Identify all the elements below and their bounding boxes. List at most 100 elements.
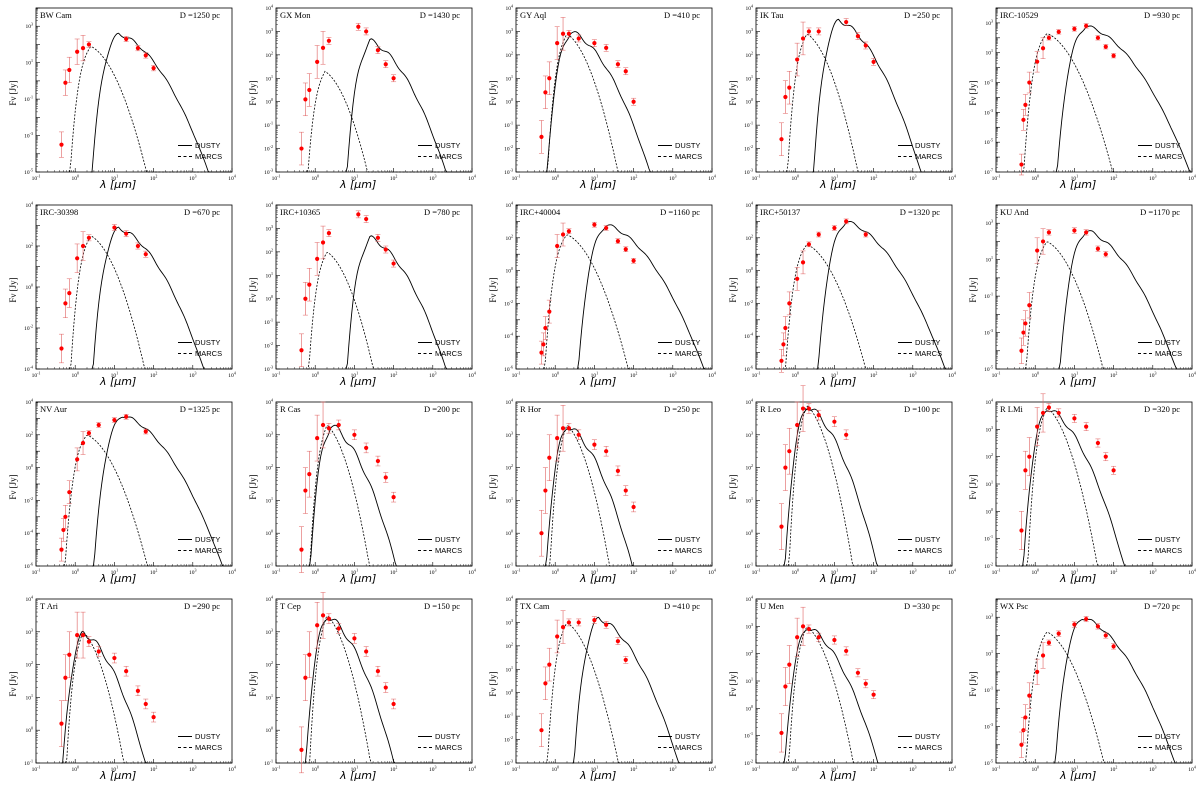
sed-plot: 10-1 100 101 102 103 104 10-5 10-3 10-1 101 103 — [984, 598, 1196, 773]
panel-star-name: IRC-10529 — [1000, 10, 1039, 20]
legend-entry: DUSTY — [178, 731, 222, 742]
legend-label: DUSTY — [435, 141, 461, 150]
legend-entry: DUSTY — [898, 731, 942, 742]
legend-dashed-swatch — [418, 550, 432, 551]
legend: DUSTY MARCS — [1138, 731, 1182, 753]
x-axis-label: λ [μm] — [100, 375, 137, 388]
data-point — [1084, 424, 1089, 429]
legend: DUSTY MARCS — [898, 140, 942, 162]
y-tick-label: 100 — [26, 463, 34, 472]
plot-frame — [275, 598, 473, 764]
data-point — [67, 291, 72, 296]
y-tick-label: 102 — [266, 463, 274, 472]
legend-entry: MARCS — [178, 151, 222, 162]
data-point — [135, 688, 141, 693]
legend-entry: MARCS — [658, 348, 702, 359]
plot-frame — [515, 7, 713, 173]
panel-distance: D =250 pc — [664, 404, 700, 414]
y-tick-label: 102 — [26, 430, 34, 439]
x-tick-label: 10-1 — [752, 568, 761, 577]
data-point — [375, 235, 381, 240]
panel-distance: D =290 pc — [184, 601, 220, 611]
data-point — [615, 468, 621, 473]
sed-plot: 10-1 100 101 102 103 104 10-1 100 101 102 103 104 — [744, 385, 956, 577]
y-tick-label: 10-1 — [744, 121, 753, 129]
legend-label: MARCS — [195, 349, 223, 358]
sed-panel: 10-1 100 101 102 103 104 10-1 100 101 102 103 104 T … — [240, 591, 480, 788]
y-tick-label: 10-7 — [984, 168, 993, 177]
data-point — [787, 662, 792, 667]
data-point — [135, 45, 141, 51]
data-point — [592, 222, 597, 227]
data-point — [543, 90, 548, 95]
x-tick-label: 101 — [831, 174, 839, 183]
x-tick-label: 101 — [831, 765, 839, 774]
data-point — [1056, 410, 1061, 416]
y-tick-label: 101 — [506, 665, 514, 674]
legend-dashed-swatch — [898, 353, 912, 354]
x-tick-label: 104 — [468, 371, 476, 380]
x-tick-label: 10-1 — [512, 765, 521, 774]
legend-solid-swatch — [178, 539, 192, 540]
x-axis-label: λ [μm] — [580, 375, 617, 388]
y-tick-label: 101 — [26, 693, 34, 702]
y-tick-label: 100 — [506, 266, 514, 275]
y-tick-label: 102 — [746, 233, 754, 242]
panel-star-name: R Hor — [520, 404, 542, 414]
x-tick-label: 104 — [468, 568, 476, 577]
y-tick-label: 104 — [26, 595, 34, 604]
legend-solid-swatch — [898, 736, 912, 737]
data-point — [124, 669, 129, 674]
sed-plot: 10-1 100 101 102 103 104 10-6 10-4 10-2 100 102 104 — [504, 201, 716, 380]
legend-solid-swatch — [1138, 342, 1152, 343]
data-point — [67, 490, 72, 495]
y-tick-label: 10-3 — [24, 131, 33, 140]
x-tick-label: 100 — [71, 174, 79, 183]
y-tick-label: 100 — [266, 97, 274, 106]
y-tick-label: 104 — [746, 4, 754, 13]
x-tick-label: 101 — [111, 174, 119, 183]
legend-entry: MARCS — [418, 742, 462, 753]
x-tick-label: 100 — [311, 371, 319, 380]
data-point — [566, 620, 572, 625]
data-point — [1027, 80, 1032, 85]
data-point — [75, 457, 80, 462]
x-axis-label: λ [μm] — [100, 769, 137, 782]
y-axis-label: Fν [Jy] — [488, 277, 498, 303]
sed-plot: 10-1 100 101 102 103 104 10-3 10-2 10-1 100 101 102… — [744, 4, 956, 183]
legend-dashed-swatch — [898, 156, 912, 157]
y-axis-label: Fν [Jy] — [968, 80, 978, 106]
data-point — [1027, 454, 1032, 459]
x-tick-label: 104 — [708, 568, 716, 577]
data-point — [615, 62, 621, 67]
legend-label: MARCS — [435, 152, 463, 161]
y-tick-label: 104 — [266, 398, 274, 407]
y-tick-label: 100 — [266, 529, 274, 538]
data-point — [391, 495, 396, 500]
data-point — [592, 41, 597, 46]
data-point — [151, 66, 156, 71]
data-point — [576, 36, 581, 41]
legend-entry: DUSTY — [1138, 731, 1182, 742]
data-point — [871, 692, 876, 697]
data-point — [779, 524, 784, 529]
x-tick-label: 101 — [831, 371, 839, 380]
x-tick-label: 102 — [1110, 568, 1118, 577]
x-tick-label: 101 — [111, 568, 119, 577]
data-point — [566, 229, 572, 234]
x-tick-label: 100 — [551, 765, 559, 774]
sed-panel: 10-1 100 101 102 103 104 10-2 10-1 100 101 102 103 1… — [720, 591, 960, 788]
x-tick-label: 104 — [708, 174, 716, 183]
y-tick-label: 102 — [26, 660, 34, 669]
panel-distance: D =1430 pc — [419, 10, 460, 20]
x-tick-label: 102 — [150, 174, 158, 183]
legend: DUSTY MARCS — [658, 731, 702, 753]
plot-frame — [35, 7, 233, 173]
x-axis-label: λ [μm] — [1060, 375, 1097, 388]
y-tick-label: 104 — [266, 201, 274, 210]
legend-label: DUSTY — [195, 732, 221, 741]
legend: DUSTY MARCS — [898, 337, 942, 359]
x-tick-label: 103 — [909, 568, 917, 577]
legend-solid-swatch — [1138, 145, 1152, 146]
sed-panel: 10-1 100 101 102 103 104 10-3 10-2 10-1 100 101 102… — [240, 0, 480, 197]
